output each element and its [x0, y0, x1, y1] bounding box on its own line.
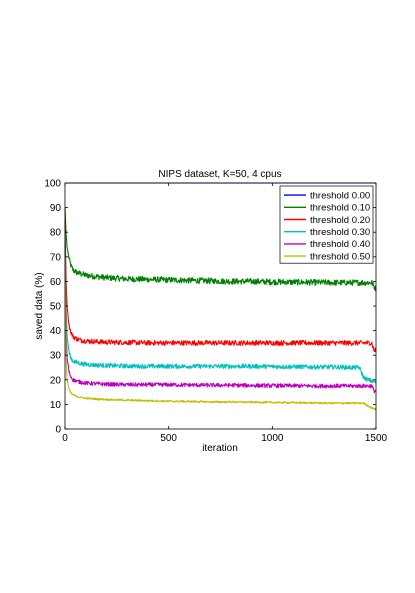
legend-label-4: threshold 0.30 [310, 227, 370, 238]
legend-box [279, 185, 374, 264]
series-line-2 [64, 207, 377, 292]
x-tick-label: 500 [160, 433, 177, 444]
x-tick-label: 0 [62, 433, 68, 444]
y-tick-label: 80 [50, 228, 62, 239]
series-line-3 [64, 219, 377, 353]
x-tick-label: 1500 [365, 433, 388, 444]
y-tick-label: 100 [44, 179, 61, 190]
chart-title: NIPS dataset, K=50, 4 cpus [158, 169, 281, 180]
y-tick-label: 0 [55, 425, 61, 436]
legend-label-1: threshold 0.00 [310, 190, 370, 201]
y-axis-label: saved data (%) [34, 272, 45, 339]
y-tick-label: 50 [50, 302, 62, 313]
x-axis-label: iteration [202, 443, 238, 454]
legend-label-6: threshold 0.50 [310, 251, 370, 262]
series-line-4 [64, 232, 377, 384]
y-tick-label: 90 [50, 203, 62, 214]
series-line-5 [64, 244, 377, 394]
y-tick-label: 70 [50, 252, 62, 263]
axes-layer: 0 500 1000 1500 0 10 20 30 40 50 60 70 80 90 100 [44, 179, 387, 445]
x-tick-label: 1000 [261, 433, 284, 444]
y-tick-label: 40 [50, 326, 62, 337]
legend-label-5: threshold 0.40 [310, 239, 370, 250]
y-tick-label: 10 [50, 400, 62, 411]
series-line-6 [64, 256, 377, 411]
legend-label-3: threshold 0.20 [310, 215, 370, 226]
y-tick-label: 20 [50, 375, 62, 386]
y-tick-label: 30 [50, 351, 62, 362]
y-tick-label: 60 [50, 277, 62, 288]
legend-label-2: threshold 0.10 [310, 203, 370, 214]
